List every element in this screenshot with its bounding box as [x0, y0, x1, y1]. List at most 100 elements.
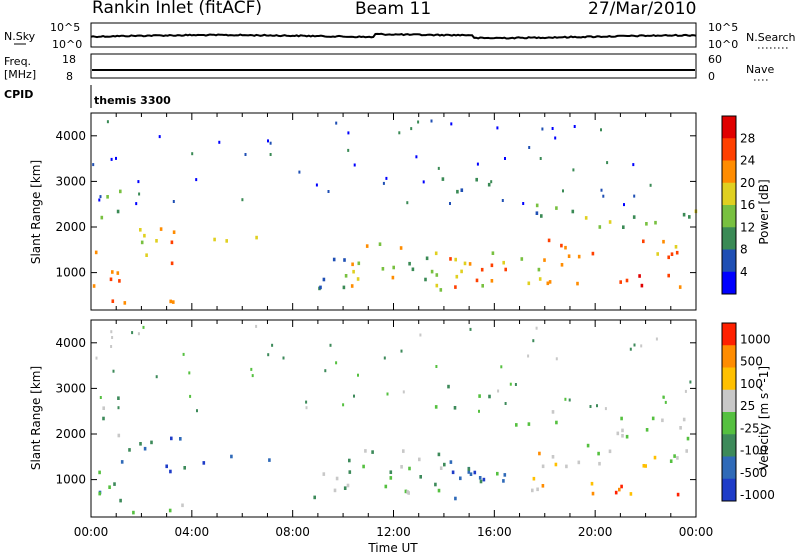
rti-cell	[411, 267, 415, 272]
rti-cell	[145, 253, 148, 257]
rti-cell	[551, 410, 555, 414]
rti-cell	[400, 349, 403, 353]
rti-cell	[535, 326, 538, 330]
rti-cell	[269, 153, 272, 156]
rti-cell	[596, 404, 598, 408]
rti-cell	[137, 180, 140, 184]
colorbar-tick-label: -100	[740, 444, 767, 458]
rti-cell	[450, 122, 453, 126]
rti-cell	[189, 394, 192, 398]
rti-cell	[591, 491, 595, 496]
rti-cell	[642, 464, 646, 468]
power-frame	[90, 112, 697, 311]
colorbar-swatch	[722, 412, 736, 435]
rti-cell	[111, 299, 115, 303]
rti-cell	[382, 181, 385, 185]
rti-cell	[676, 456, 679, 460]
rti-cell	[554, 462, 558, 467]
rti-cell	[491, 251, 495, 255]
rti-cell	[123, 301, 127, 305]
rti-cell	[449, 460, 453, 464]
colorbar-tick-label: -1000	[740, 488, 775, 502]
rti-cell	[267, 353, 270, 357]
velocity-cbar-title: Velocity [m s^-1]	[757, 366, 771, 470]
rti-cell	[548, 280, 552, 284]
rti-cell	[347, 148, 350, 152]
colorbar-frame	[721, 322, 737, 502]
nave-tick-bottom: 0	[708, 70, 715, 83]
rti-cell	[322, 472, 326, 476]
rti-cell	[621, 428, 624, 433]
time-tick-label: 16:00	[477, 525, 512, 539]
beam-label: Beam 11	[355, 0, 431, 19]
time-tick-label: 12:00	[376, 525, 411, 539]
rti-cell	[400, 465, 403, 469]
colorbar-tick-label: 1000	[740, 332, 771, 346]
colorbar-tick-label: 500	[740, 355, 763, 369]
rti-cell	[108, 485, 111, 489]
power-panel: 1000 2000 3000 4000 Slant Range [km] 4 8 12 16…	[29, 112, 771, 311]
colorbar-swatch	[722, 323, 736, 346]
nave-tick-top: 60	[708, 53, 722, 66]
rti-cell	[478, 476, 482, 480]
rti-cell	[230, 454, 233, 459]
rti-cell	[322, 277, 326, 282]
rti-cell	[520, 257, 524, 261]
rti-cell	[638, 274, 641, 278]
colorbar-swatch	[722, 205, 736, 228]
rti-cell	[540, 214, 543, 218]
rti-cell	[676, 492, 680, 497]
rti-cell	[439, 288, 443, 292]
y-tick-label: 4000	[55, 129, 86, 143]
rti-cell	[527, 354, 530, 358]
rti-cell	[454, 285, 457, 289]
colorbar-tick-label: 20	[740, 176, 755, 190]
rti-cell	[342, 403, 345, 407]
velocity-y-axis: 1000 2000 3000 4000	[55, 336, 696, 487]
rti-cell	[622, 225, 625, 229]
rti-cell	[629, 492, 633, 496]
rti-cell	[686, 436, 690, 441]
nsearch-tick-top: 10^5	[708, 21, 738, 34]
rti-cell	[110, 157, 113, 161]
nsky-trace	[90, 32, 697, 40]
rti-cell	[568, 398, 571, 402]
rti-cell	[586, 443, 590, 448]
rti-cell	[600, 188, 603, 192]
rti-cell	[632, 215, 636, 219]
rti-cell	[496, 126, 499, 130]
rti-cell	[469, 327, 472, 331]
colorbar-tick-label: 12	[740, 220, 755, 234]
rti-cell	[95, 356, 98, 360]
rti-cell	[255, 324, 258, 328]
rti-cell	[629, 347, 632, 351]
rti-cell	[419, 333, 422, 337]
rti-cell	[546, 281, 550, 286]
rti-cell	[102, 416, 105, 421]
rti-cell	[571, 209, 575, 214]
rti-cell	[454, 496, 457, 501]
rti-cell	[459, 476, 462, 481]
rti-cell	[356, 277, 360, 281]
rti-cell	[640, 283, 644, 288]
rti-cell	[343, 258, 346, 262]
rti-cell	[584, 216, 588, 220]
rti-cell	[456, 189, 459, 194]
rti-cell	[112, 369, 115, 373]
rti-cell	[182, 352, 185, 356]
cpid-program: themis 3300	[94, 94, 171, 107]
rti-cell	[118, 279, 121, 283]
freq-unit-label: [MHz]	[4, 68, 36, 81]
time-axis-labels: 00:00 04:00 08:00 12:00 16:00 20:00 00:00	[74, 525, 714, 539]
rti-cell	[313, 495, 316, 500]
freq-panel: Freq. [MHz] 18 8 60 0 Nave	[4, 53, 774, 83]
power-data	[92, 119, 698, 305]
rti-cell	[488, 394, 491, 399]
rti-cell	[503, 473, 507, 477]
rti-cell	[335, 361, 338, 365]
rti-cell	[514, 383, 517, 386]
power-y-title: Slant Range [km]	[29, 160, 43, 264]
rti-cell	[443, 462, 446, 467]
rti-cell	[143, 233, 146, 238]
rti-cell	[267, 139, 269, 143]
